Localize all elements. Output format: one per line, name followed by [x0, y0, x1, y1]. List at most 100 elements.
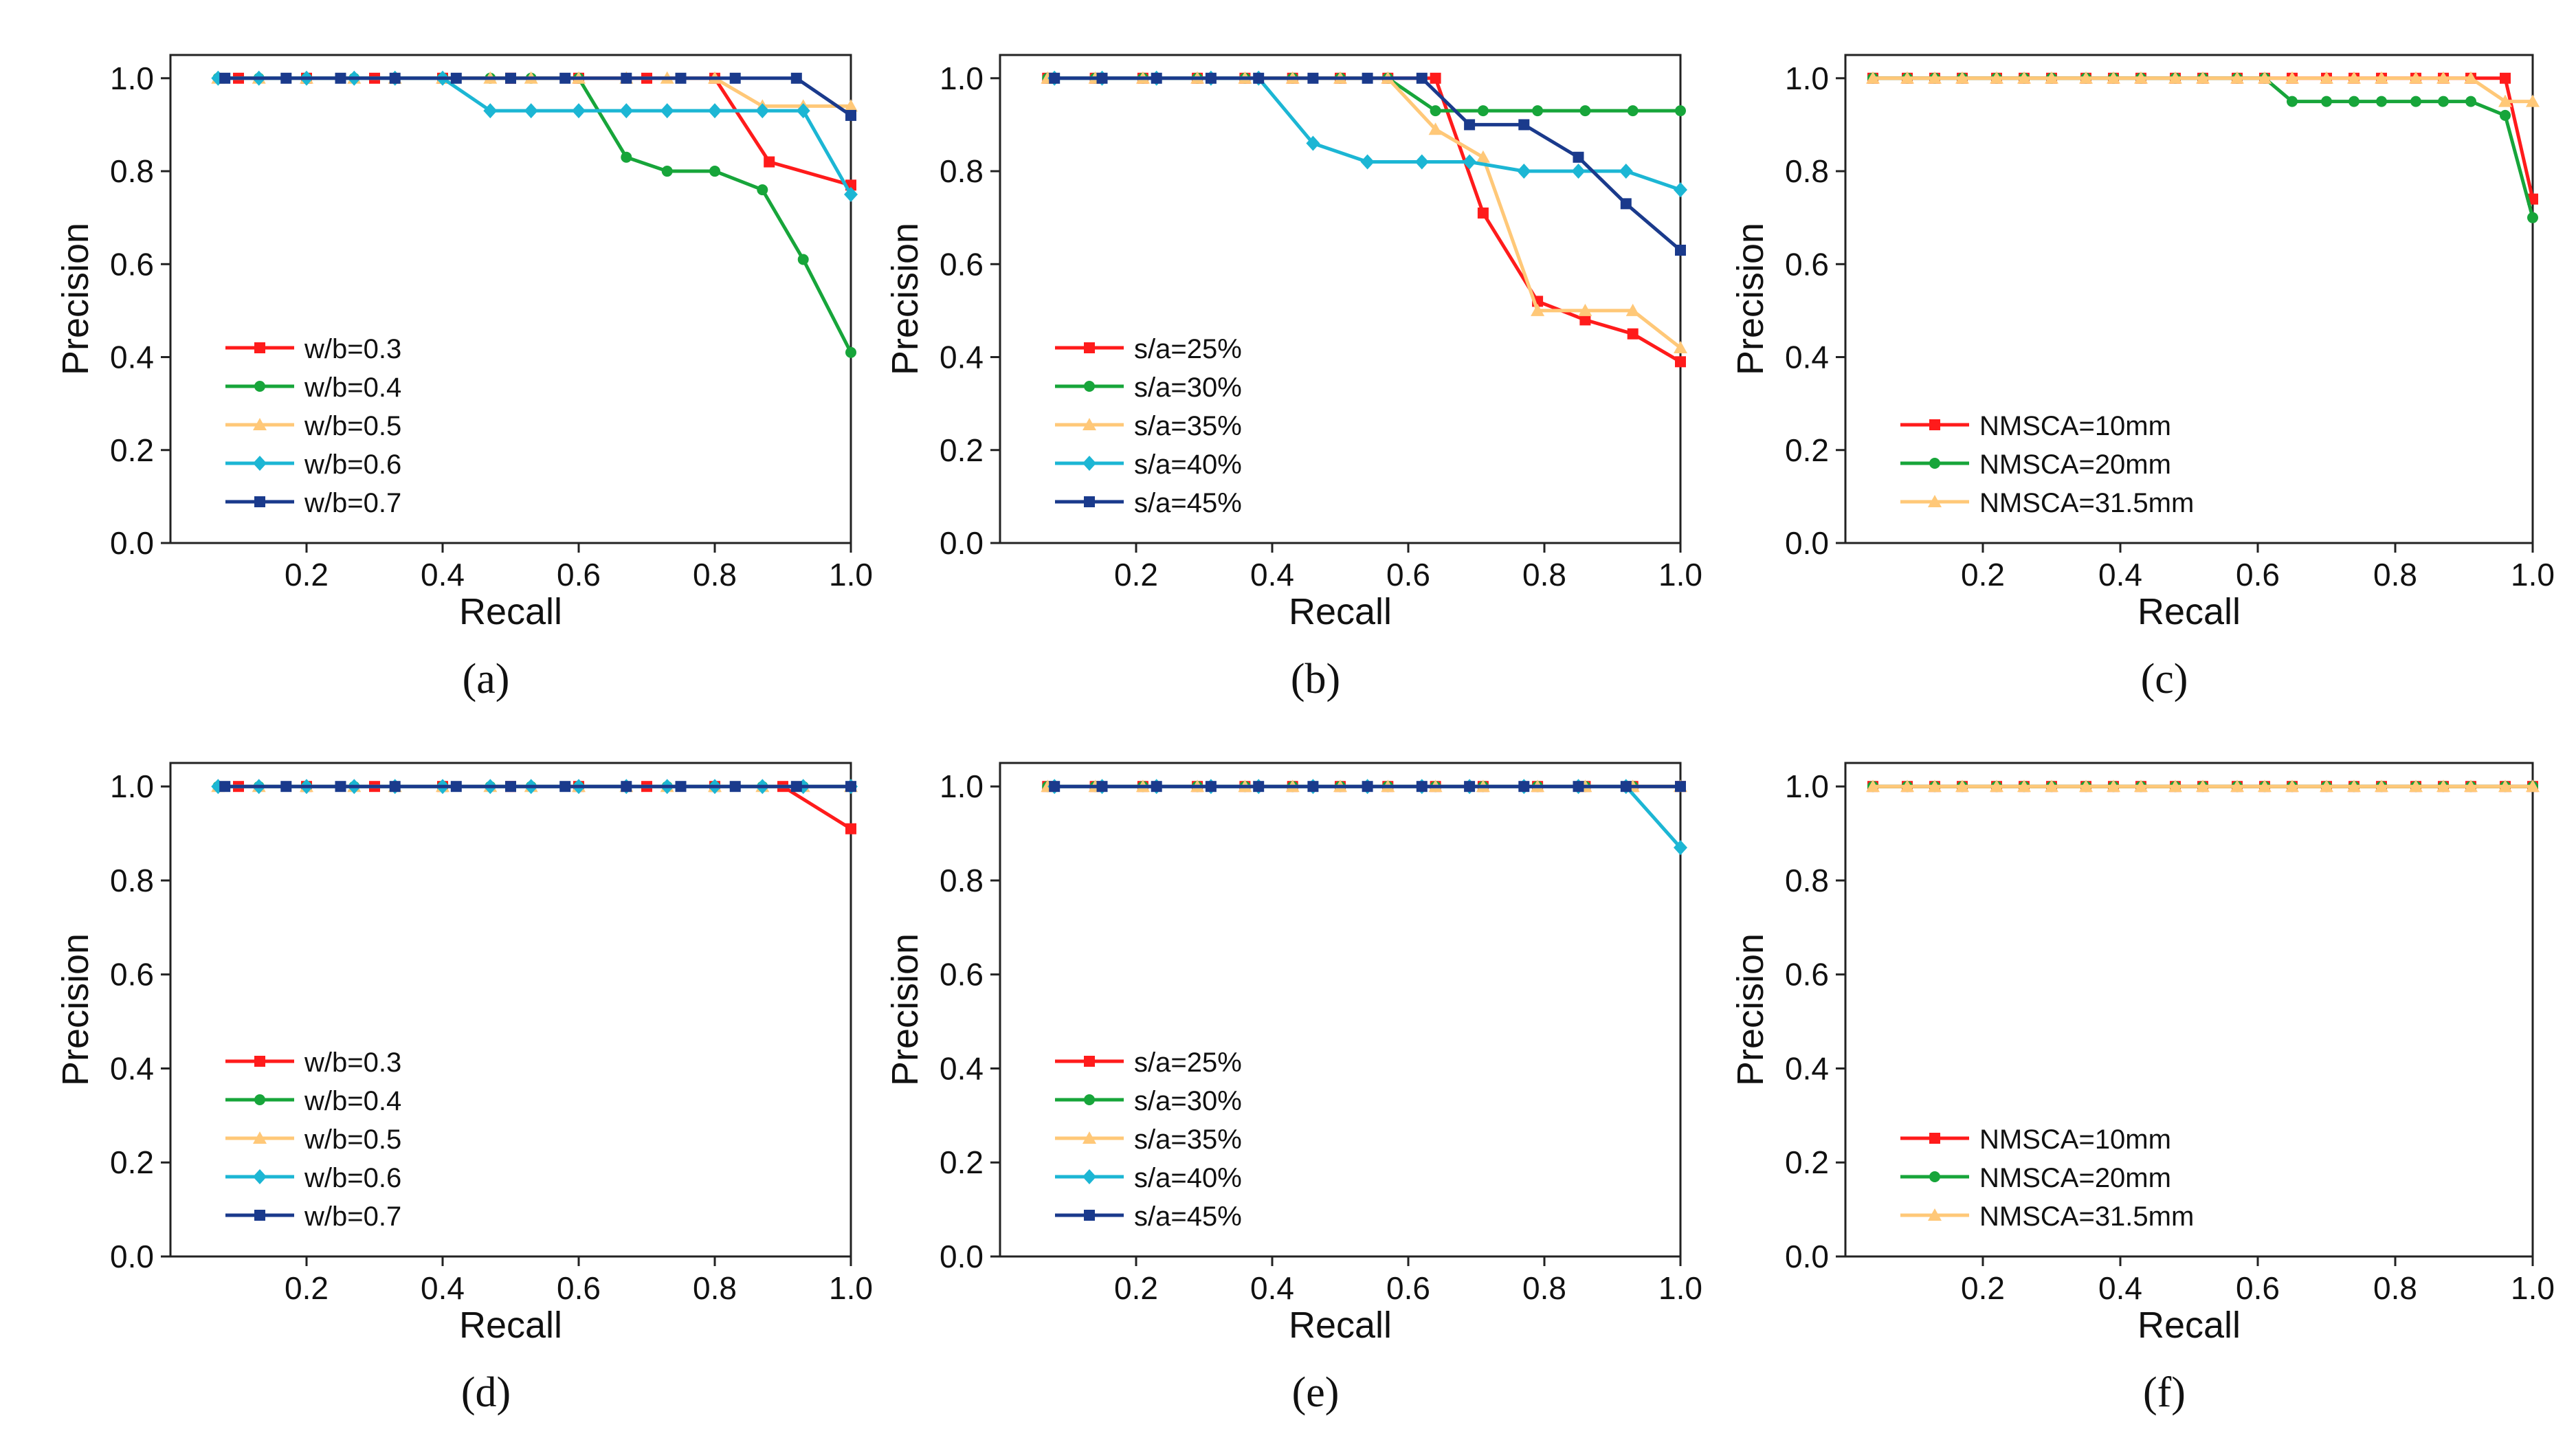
data-point [1674, 341, 1687, 353]
data-point [1620, 781, 1632, 793]
legend: NMSCA=10mm NMSCA=20mm NMSCA=31.5mm [1900, 1125, 2194, 1232]
series-4 [1049, 781, 1686, 793]
legend-label: s/a=40% [1134, 450, 1242, 480]
data-point [1674, 182, 1687, 198]
series-line [238, 784, 852, 830]
legend-swatch-marker [254, 496, 265, 507]
data-point [621, 72, 632, 84]
data-point [1360, 154, 1375, 170]
legend-swatch-marker [254, 342, 265, 353]
legend-label: w/b=0.5 [304, 411, 401, 441]
data-point [1476, 150, 1490, 163]
data-point [219, 72, 231, 84]
legend-swatch-marker [1082, 418, 1096, 430]
data-point [790, 781, 802, 793]
y-tick-label: 0.8 [940, 153, 984, 189]
legend-label: s/a=45% [1134, 1201, 1242, 1232]
chart-panel-5: 0.0 0.2 0.4 0.6 0.8 1.0 0.2 0.4 0.6 0.8 1.0 Recall P… [1730, 762, 2555, 1416]
data-point [675, 781, 687, 793]
x-tick-label: 0.6 [1386, 557, 1430, 592]
data-point [1464, 119, 1476, 131]
legend-label: w/b=0.3 [304, 1048, 401, 1078]
data-point [621, 151, 632, 163]
legend-label: s/a=25% [1134, 334, 1242, 364]
data-point [1430, 72, 1441, 84]
data-point [2500, 72, 2511, 84]
data-point [1675, 245, 1686, 256]
x-tick-label: 0.2 [1114, 1270, 1158, 1306]
data-point [559, 72, 571, 84]
y-tick-label: 0.6 [1785, 246, 1829, 282]
legend-label: w/b=0.5 [304, 1125, 401, 1155]
panel-label: (b) [1291, 656, 1340, 702]
x-axis-label: Recall [459, 591, 562, 632]
data-point [524, 103, 538, 119]
data-point [1428, 122, 1443, 135]
data-point [1477, 105, 1489, 117]
series-1 [1867, 72, 2538, 223]
data-point [2079, 779, 2093, 793]
y-tick-label: 0.8 [1785, 153, 1829, 189]
y-axis-label: Precision [1730, 223, 1771, 375]
data-point [2168, 71, 2182, 84]
data-point [619, 103, 634, 119]
legend-label: NMSCA=31.5mm [1979, 1201, 2194, 1232]
legend-label: NMSCA=10mm [1979, 1125, 2171, 1155]
x-tick-label: 0.4 [1250, 1270, 1294, 1306]
data-point [1049, 781, 1061, 793]
data-point [2349, 96, 2360, 107]
legend-label: s/a=25% [1134, 1048, 1242, 1078]
data-point [2045, 71, 2058, 84]
y-tick-label: 0.4 [1785, 1050, 1829, 1086]
legend-label: w/b=0.4 [304, 373, 401, 403]
legend-swatch-marker [1929, 419, 1940, 430]
data-point [1900, 779, 1914, 793]
data-point [2230, 779, 2244, 793]
legend-swatch-marker [1929, 1171, 1940, 1182]
data-point [1416, 72, 1428, 84]
data-point [796, 103, 810, 119]
data-point [572, 103, 586, 119]
x-tick-label: 0.2 [1961, 1270, 2005, 1306]
data-point [2376, 96, 2387, 107]
y-tick-label: 0.2 [940, 432, 984, 468]
data-point [1866, 71, 1880, 84]
data-point [1518, 781, 1530, 793]
y-tick-label: 0.2 [110, 1144, 154, 1180]
data-point [450, 72, 462, 84]
data-point [1955, 71, 1969, 84]
x-tick-label: 0.2 [285, 1270, 329, 1306]
data-point [2107, 71, 2120, 84]
y-tick-label: 0.2 [940, 1144, 984, 1180]
data-point [1430, 105, 1441, 117]
data-point [844, 186, 858, 202]
panel-label: (f) [2143, 1369, 2186, 1416]
panel-label: (c) [2141, 656, 2188, 702]
x-tick-label: 1.0 [1658, 557, 1702, 592]
y-tick-label: 0.4 [110, 340, 154, 375]
y-tick-label: 0.6 [940, 246, 984, 282]
data-point [1362, 72, 1373, 84]
data-point [2465, 96, 2476, 107]
x-tick-label: 0.4 [2098, 1270, 2142, 1306]
chart-panel-1: 0.0 0.2 0.4 0.6 0.8 1.0 0.2 0.4 0.6 0.8 1.0 Recall P… [885, 54, 1702, 702]
y-tick-label: 0.0 [940, 525, 984, 561]
data-point [1573, 781, 1584, 793]
data-point [1307, 72, 1319, 84]
x-tick-label: 0.6 [557, 557, 601, 592]
legend-label: w/b=0.6 [304, 450, 401, 480]
x-tick-label: 1.0 [2511, 557, 2555, 592]
legend-label: s/a=40% [1134, 1163, 1242, 1193]
data-point [1579, 314, 1591, 326]
y-tick-label: 1.0 [110, 60, 154, 96]
chart-panel-3: 0.0 0.2 0.4 0.6 0.8 1.0 0.2 0.4 0.6 0.8 1.0 Recall P… [55, 762, 873, 1416]
y-tick-label: 0.2 [1785, 432, 1829, 468]
x-tick-label: 1.0 [829, 1270, 873, 1306]
data-point [280, 781, 292, 793]
plot-frame [1844, 762, 2534, 1258]
chart-panel-0: 0.0 0.2 0.4 0.6 0.8 1.0 0.2 0.4 0.6 0.8 1.0 Recall P… [55, 54, 873, 702]
legend-swatch-marker [253, 1169, 267, 1184]
panel-label: (e) [1292, 1369, 1340, 1416]
series-line [225, 76, 852, 117]
data-point [1151, 781, 1162, 793]
